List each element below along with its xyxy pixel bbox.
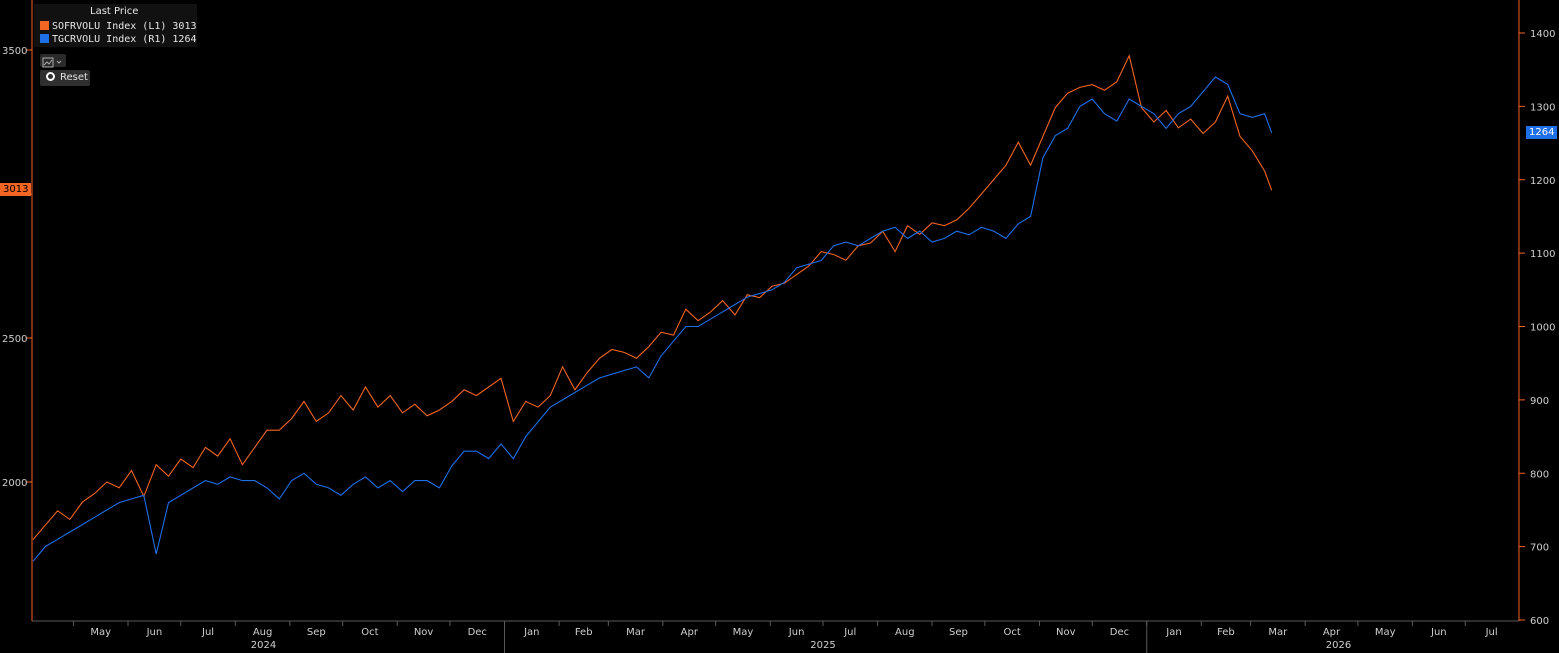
right-tick-label: 800 — [1530, 469, 1549, 480]
legend-swatch-tgcrvolu — [40, 34, 49, 43]
x-month-label: Aug — [253, 627, 273, 638]
chart-type-button[interactable] — [40, 54, 66, 68]
x-month-label: May — [90, 627, 111, 638]
right-tick-label: 900 — [1530, 396, 1549, 407]
reset-icon — [46, 72, 55, 81]
right-axis: 600 700 800 900 1000 1100 1200 1300 1400 — [1519, 29, 1555, 627]
legend-item-tgcrvolu[interactable]: TGCRVOLU Index (R1) 1264 — [34, 33, 197, 46]
x-month-label: Jun — [1430, 627, 1447, 638]
left-tick-label: 2000 — [2, 478, 27, 489]
legend: Last Price SOFRVOLU Index (L1) 3013 TGCR… — [34, 4, 197, 47]
left-tick-label: 3500 — [2, 46, 27, 57]
x-month-label: Feb — [575, 627, 593, 638]
legend-label-sofrvolu: SOFRVOLU Index (L1) 3013 — [52, 21, 197, 32]
legend-title: Last Price — [90, 6, 139, 17]
left-last-value-tag: 3013 — [0, 183, 32, 197]
x-month-label: Sep — [307, 627, 326, 638]
legend-item-sofrvolu[interactable]: SOFRVOLU Index (L1) 3013 — [34, 20, 197, 33]
x-month-label: Oct — [1004, 627, 1021, 638]
right-tick-label: 600 — [1530, 616, 1549, 627]
x-month-label: Jul — [843, 627, 856, 638]
sofrvolu-series-line — [32, 54, 1273, 540]
x-month-label: Jun — [788, 627, 805, 638]
x-month-label: Jan — [1165, 627, 1181, 638]
x-month-label: May — [1375, 627, 1396, 638]
line-chart-icon — [42, 57, 62, 68]
right-last-value-tag: 1264 — [1526, 125, 1558, 139]
right-tick-label: 1200 — [1530, 176, 1555, 187]
legend-label-tgcrvolu: TGCRVOLU Index (R1) 1264 — [52, 34, 197, 45]
x-month-label: Oct — [361, 627, 378, 638]
x-month-label: Jun — [146, 627, 163, 638]
x-month-label: Jul — [1485, 627, 1498, 638]
x-month-label: Dec — [468, 627, 487, 638]
x-month-label: Feb — [1217, 627, 1235, 638]
right-tick-label: 1300 — [1530, 102, 1555, 113]
x-month-label: Jul — [201, 627, 214, 638]
x-month-label: Jan — [523, 627, 539, 638]
right-tick-label: 1000 — [1530, 323, 1555, 334]
tgcrvolu-series-line — [32, 76, 1273, 562]
x-month-label: Mar — [1268, 627, 1288, 638]
x-month-label: Dec — [1110, 627, 1129, 638]
x-month-label: Nov — [1056, 627, 1076, 638]
x-month-label: Sep — [949, 627, 968, 638]
right-tick-label: 1100 — [1530, 249, 1555, 260]
right-tick-label: 1400 — [1530, 29, 1555, 40]
x-year-label: 2024 — [251, 640, 276, 651]
x-month-label: Apr — [1323, 627, 1341, 638]
x-month-label: Mar — [626, 627, 646, 638]
reset-label: Reset — [60, 72, 88, 83]
left-axis: 2000 2500 3500 — [2, 46, 32, 489]
x-month-label: Nov — [414, 627, 434, 638]
x-year-label: 2025 — [810, 640, 835, 651]
x-month-label: Aug — [895, 627, 915, 638]
x-year-label: 2026 — [1326, 640, 1351, 651]
x-month-label: Apr — [681, 627, 699, 638]
legend-swatch-sofrvolu — [40, 21, 49, 30]
left-tick-label: 2500 — [2, 334, 27, 345]
series-layer — [32, 54, 1273, 562]
x-month-label: May — [733, 627, 754, 638]
right-tick-label: 700 — [1530, 543, 1549, 554]
x-axis: May Jun Jul Aug Sep Oct Nov Dec Jan Feb Mar Apr May J… — [72, 621, 1498, 653]
reset-button[interactable]: Reset — [40, 70, 90, 86]
